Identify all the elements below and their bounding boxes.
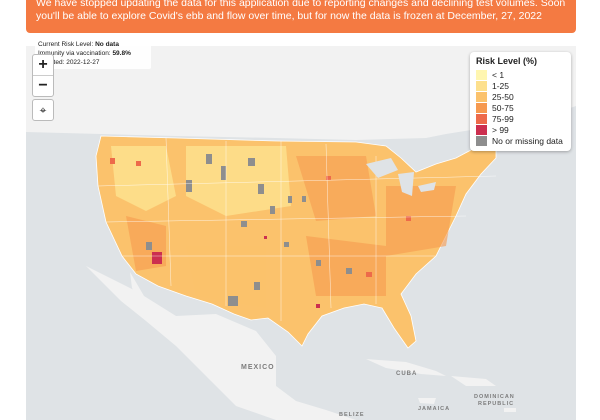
map-canvas[interactable] [26, 46, 576, 420]
locate-icon[interactable]: ⌖ [32, 99, 54, 121]
risk-value: No data [95, 41, 119, 48]
legend-label: 50-75 [492, 102, 514, 113]
dominican-label: DOMINICAN [474, 394, 515, 400]
legend-item: 75-99 [476, 113, 565, 124]
legend-swatch [476, 69, 487, 80]
legend-title: Risk Level (%) [476, 56, 538, 66]
immunity-value: 59.8% [112, 50, 131, 57]
missing-data-counties [146, 154, 352, 306]
mexico-label: MEXICO [241, 364, 275, 371]
legend-item: 25-50 [476, 91, 565, 102]
legend-swatch [476, 113, 487, 124]
legend-label: > 99 [492, 124, 509, 135]
legend-label: 25-50 [492, 91, 514, 102]
legend-item: 50-75 [476, 102, 565, 113]
cuba-landmass [366, 359, 446, 376]
high-risk-counties [152, 236, 320, 308]
legend-label: 75-99 [492, 113, 514, 124]
zoom-control: + − [32, 54, 54, 97]
legend-swatch [476, 124, 487, 135]
belize-label: BELIZE [339, 412, 365, 418]
legend-swatch [476, 102, 487, 113]
legend-item: 1-25 [476, 80, 565, 91]
notice-banner: We have stopped updating the data for th… [26, 0, 576, 33]
risk-label: Current Risk Level: [38, 41, 94, 48]
county-info-box: Current Risk Level: No data Immunity via… [35, 38, 151, 69]
mexico-landmass [86, 266, 356, 420]
updated-value: 2022-12-27 [66, 59, 100, 66]
notice-text: We have stopped updating the data for th… [36, 0, 566, 22]
cuba-label: CUBA [396, 371, 418, 377]
legend-swatch [476, 91, 487, 102]
zoom-out-button[interactable]: − [33, 75, 53, 96]
legend-item: No or missing data [476, 135, 565, 146]
immunity-label: Immunity via vaccination: [38, 50, 111, 57]
legend-label: < 1 [492, 69, 505, 80]
legend-swatch [476, 135, 487, 146]
jamaica-label: JAMAICA [418, 406, 451, 412]
legend-label: 1-25 [492, 80, 510, 91]
legend-label: No or missing data [492, 135, 563, 146]
risk-legend: Risk Level (%) < 1 1-25 25-50 50-75 75-9… [470, 52, 571, 151]
legend-item: < 1 [476, 69, 565, 80]
legend-swatch [476, 80, 487, 91]
republic-label: REPUBLIC [478, 401, 515, 407]
zoom-in-button[interactable]: + [38, 56, 48, 73]
legend-item: > 99 [476, 124, 565, 135]
